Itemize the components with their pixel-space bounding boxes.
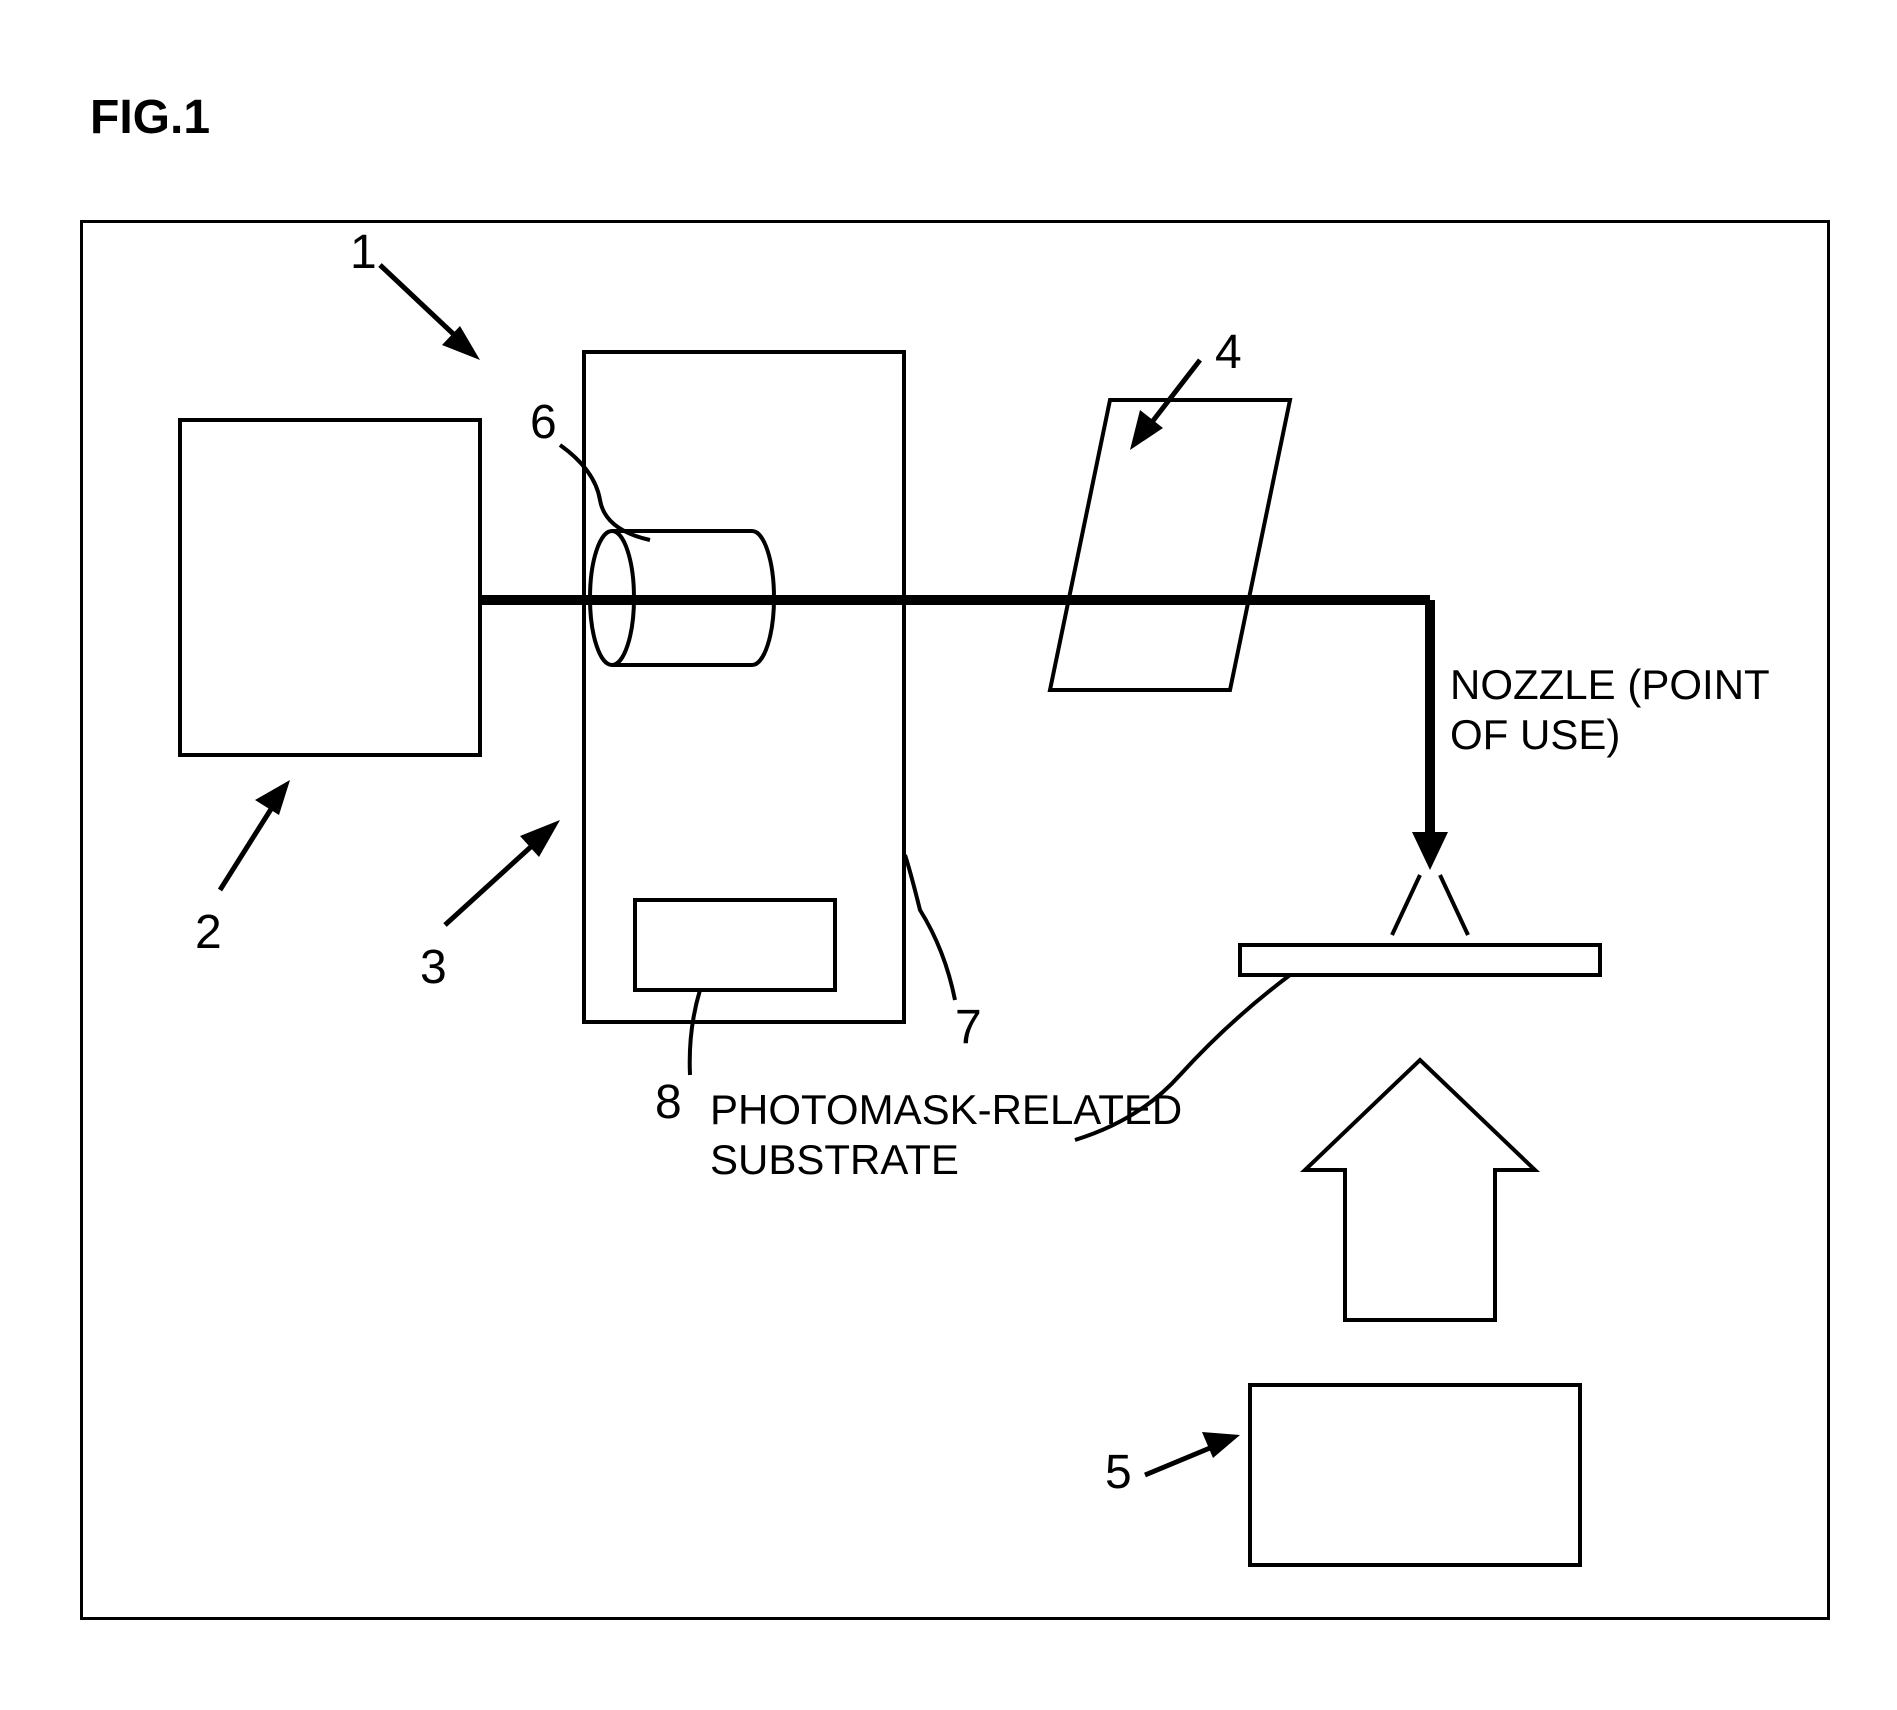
leader-7 xyxy=(905,855,955,1000)
arrow-4 xyxy=(1130,360,1200,450)
box-5 xyxy=(1250,1385,1580,1565)
box-8 xyxy=(635,900,835,990)
nozzle-label-line1: NOZZLE (POINT xyxy=(1450,660,1770,710)
label-4: 4 xyxy=(1215,325,1242,380)
substrate-label-line2: SUBSTRATE xyxy=(710,1135,1182,1185)
label-8: 8 xyxy=(655,1075,682,1130)
nozzle-arrowhead xyxy=(1412,832,1448,870)
label-5: 5 xyxy=(1105,1445,1132,1500)
label-3: 3 xyxy=(420,940,447,995)
box-2 xyxy=(180,420,480,755)
substrate-rect xyxy=(1240,945,1600,975)
label-7: 7 xyxy=(955,1000,982,1055)
arrow-5 xyxy=(1145,1432,1240,1475)
nozzle-label-line2: OF USE) xyxy=(1450,710,1770,760)
box-3 xyxy=(584,352,904,1022)
arrow-3 xyxy=(445,820,560,925)
label-2: 2 xyxy=(195,905,222,960)
label-1: 1 xyxy=(350,225,377,280)
spray-left xyxy=(1392,875,1420,935)
spray-right xyxy=(1440,875,1468,935)
label-6: 6 xyxy=(530,395,557,450)
nozzle-label: NOZZLE (POINT OF USE) xyxy=(1450,660,1770,761)
parallelogram-4 xyxy=(1050,400,1290,690)
diagram-svg xyxy=(0,0,1897,1710)
leader-6 xyxy=(560,445,650,540)
arrow-2 xyxy=(220,780,290,890)
arrow-1 xyxy=(380,265,480,360)
substrate-label-line1: PHOTOMASK-RELATED xyxy=(710,1085,1182,1135)
substrate-label: PHOTOMASK-RELATED SUBSTRATE xyxy=(710,1085,1182,1186)
block-arrow-up xyxy=(1305,1060,1535,1320)
leader-8 xyxy=(690,990,700,1075)
